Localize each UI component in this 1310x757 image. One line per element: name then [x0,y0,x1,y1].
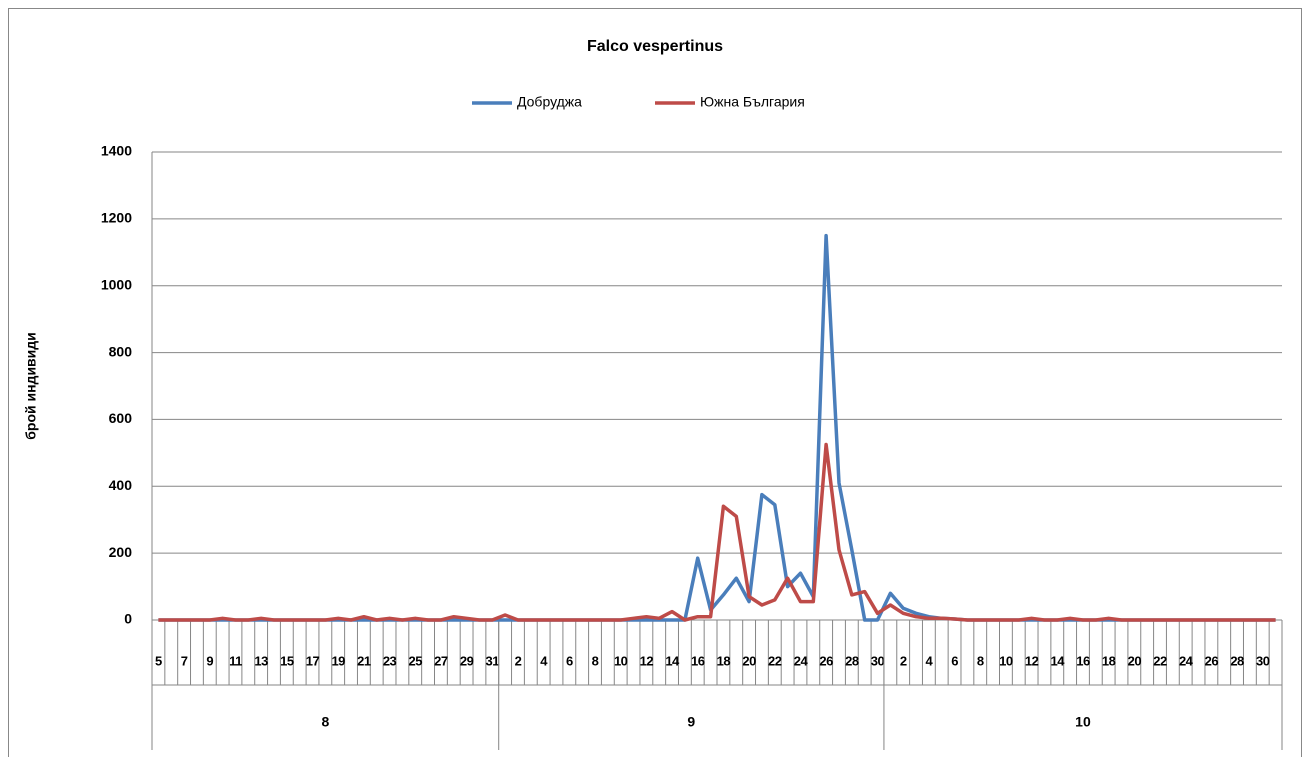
legend-label: Южна България [700,94,805,110]
x-tick-label: 30 [871,653,885,668]
x-tick-label: 21 [357,653,371,668]
x-tick-label: 28 [1230,653,1244,668]
x-tick-label: 2 [515,653,522,668]
chart-title: Falco vespertinus [587,38,723,55]
x-tick-label: 17 [306,653,320,668]
x-tick-label: 10 [614,653,628,668]
x-tick-label: 15 [280,653,294,668]
x-tick-label: 18 [1102,653,1116,668]
x-tick-label: 10 [999,653,1013,668]
y-tick-label: 400 [109,477,133,493]
x-tick-label: 7 [181,653,188,668]
x-tick-label: 13 [254,653,268,668]
series-line [158,442,1276,622]
x-tick-label: 4 [540,653,548,668]
group-label: 10 [1075,714,1091,730]
group-label: 8 [321,714,329,730]
x-tick-label: 8 [977,653,984,668]
chart-border [8,8,1302,757]
x-tick-label: 30 [1256,653,1270,668]
x-tick-label: 8 [592,653,599,668]
y-tick-label: 1000 [101,276,132,292]
x-tick-label: 26 [1205,653,1219,668]
x-tick-label: 20 [1128,653,1142,668]
y-tick-label: 1400 [101,143,132,159]
x-tick-label: 6 [951,653,958,668]
x-tick-label: 14 [665,653,680,668]
x-tick-label: 18 [717,653,731,668]
x-tick-label: 26 [819,653,833,668]
x-tick-label: 9 [206,653,213,668]
legend-label: Добруджа [517,94,582,110]
x-tick-label: 11 [229,653,242,668]
x-tick-label: 31 [486,653,500,668]
x-tick-label: 6 [566,653,573,668]
x-tick-label: 14 [1051,653,1066,668]
x-tick-label: 27 [434,653,448,668]
x-tick-label: 12 [1025,653,1039,668]
x-tick-label: 22 [768,653,782,668]
x-tick-label: 16 [1076,653,1090,668]
x-tick-label: 2 [900,653,907,668]
x-tick-label: 23 [383,653,397,668]
x-tick-label: 24 [1179,653,1194,668]
x-tick-label: 28 [845,653,859,668]
x-tick-label: 29 [460,653,474,668]
group-label: 9 [687,714,695,730]
x-tick-label: 12 [640,653,654,668]
x-tick-label: 4 [926,653,934,668]
x-tick-label: 5 [155,653,162,668]
x-tick-label: 24 [794,653,809,668]
y-tick-label: 800 [109,343,133,359]
x-tick-label: 16 [691,653,705,668]
y-tick-label: 200 [109,544,133,560]
y-tick-label: 600 [109,410,133,426]
y-tick-label: 1200 [101,210,132,226]
x-tick-label: 20 [742,653,756,668]
x-tick-label: 25 [409,653,423,668]
y-tick-label: 0 [124,611,132,627]
x-tick-label: 19 [331,653,345,668]
x-tick-label: 22 [1153,653,1167,668]
y-axis-title: брой индивиди [23,332,39,440]
